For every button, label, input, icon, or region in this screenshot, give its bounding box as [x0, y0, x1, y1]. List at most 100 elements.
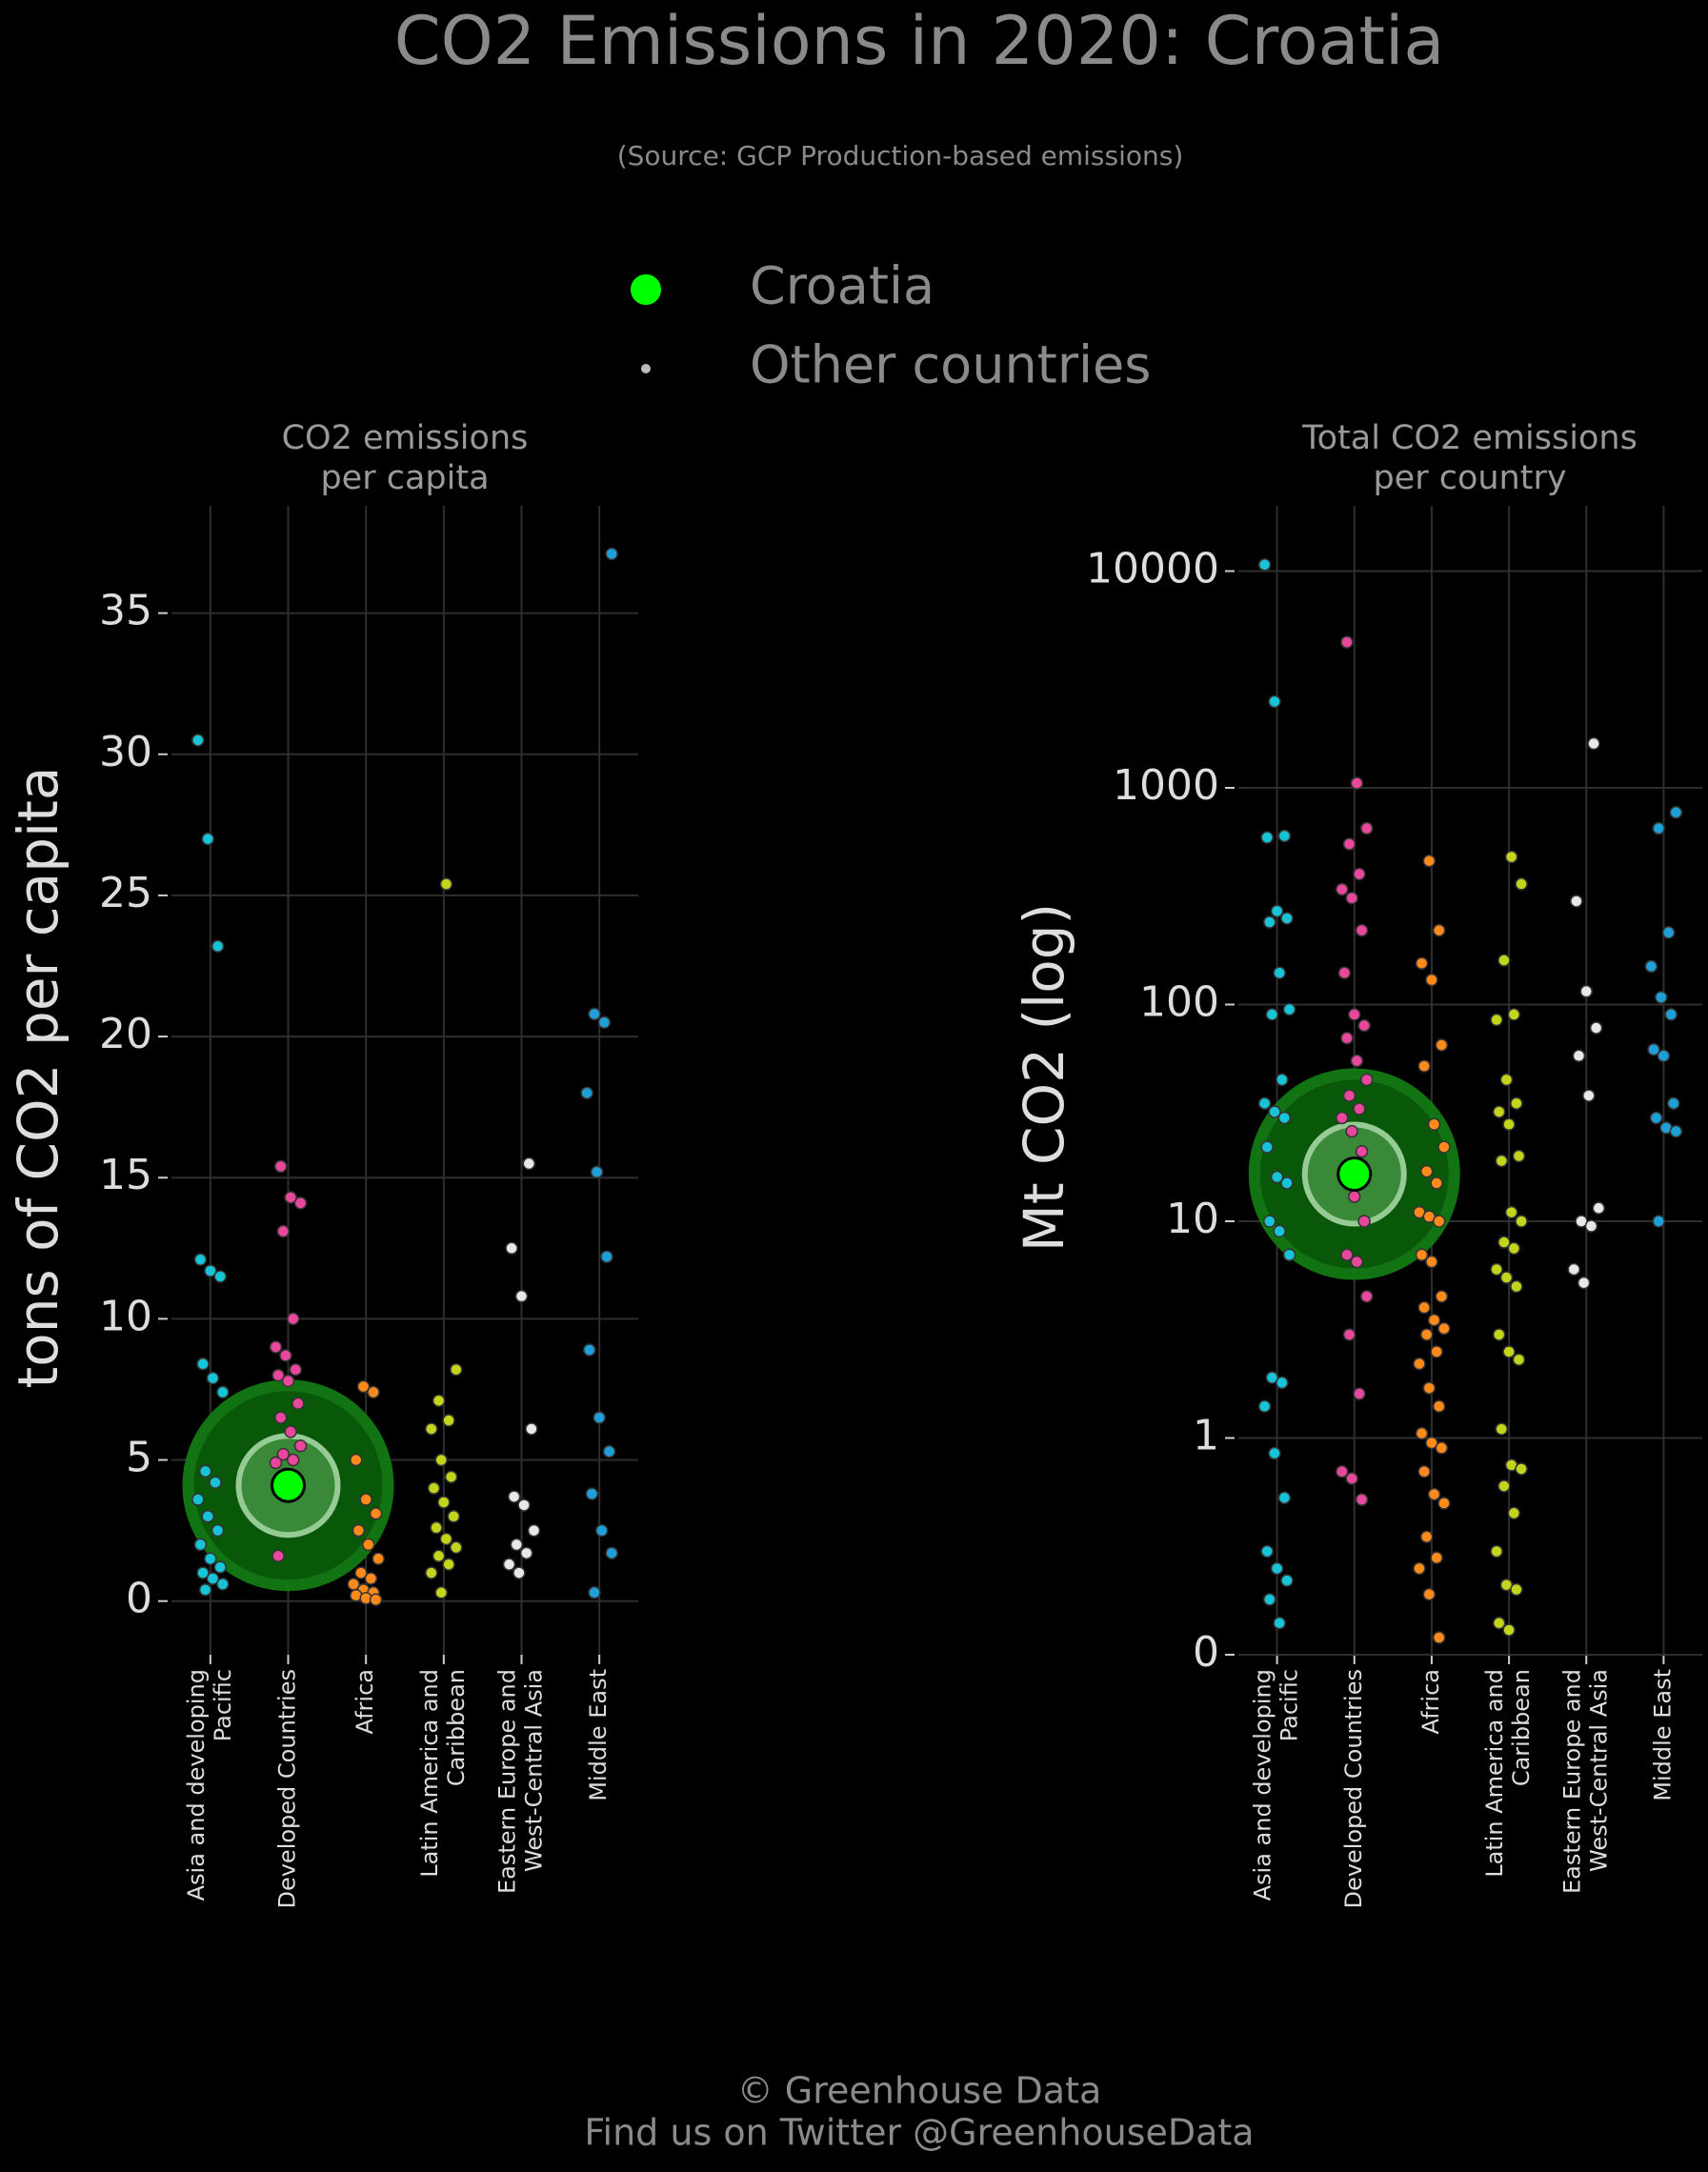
- data-point: [276, 1224, 291, 1238]
- data-point: [1277, 829, 1292, 843]
- data-point: [356, 1379, 371, 1394]
- data-point: [425, 1422, 438, 1436]
- data-point: [1355, 923, 1369, 937]
- data-point: [1263, 915, 1276, 929]
- data-point: [204, 1264, 217, 1277]
- data-point: [442, 1558, 455, 1571]
- data-point: [1273, 966, 1286, 979]
- data-point: [1669, 1124, 1683, 1138]
- y-axis-label: Mt CO2 (log): [1012, 903, 1076, 1252]
- data-point: [1492, 1328, 1506, 1341]
- y-tick-label: 35: [99, 587, 152, 635]
- data-point: [1350, 1255, 1364, 1269]
- y-tick-label: 10: [99, 1292, 152, 1340]
- data-point: [1657, 1049, 1671, 1063]
- data-point: [1270, 1170, 1284, 1184]
- data-point: [367, 1385, 380, 1399]
- data-point: [1572, 1049, 1586, 1063]
- data-point: [1340, 1248, 1354, 1261]
- subtitle: (Source: GCP Production-based emissions): [617, 140, 1184, 171]
- y-axis-label: tons of CO2 per capita: [6, 767, 70, 1389]
- data-point: [425, 1566, 438, 1579]
- data-point: [350, 1453, 363, 1467]
- data-point: [1257, 1399, 1272, 1414]
- footer: © Greenhouse Data: [737, 2070, 1102, 2112]
- data-point: [191, 734, 205, 747]
- data-point: [1260, 1544, 1274, 1559]
- data-point: [1355, 1493, 1369, 1506]
- data-point: [502, 1558, 516, 1571]
- data-point: [196, 1358, 210, 1371]
- data-point: [1435, 1441, 1449, 1455]
- data-point: [1587, 736, 1600, 751]
- data-point: [1282, 1002, 1296, 1016]
- data-point: [1437, 1321, 1451, 1336]
- data-point: [1342, 1089, 1356, 1102]
- data-point: [1644, 959, 1658, 974]
- data-point: [1276, 1073, 1289, 1087]
- data-point: [432, 1549, 446, 1563]
- data-point: [1582, 1089, 1596, 1102]
- data-point: [1257, 1096, 1272, 1110]
- data-point: [1419, 1164, 1434, 1178]
- data-point: [364, 1572, 378, 1585]
- data-point: [1268, 1105, 1281, 1118]
- data-point: [1413, 1357, 1426, 1371]
- data-point: [1353, 1387, 1366, 1400]
- data-point: [439, 877, 453, 891]
- data-point: [605, 1546, 618, 1560]
- data-point: [517, 1498, 531, 1512]
- data-point: [211, 1523, 225, 1538]
- data-point: [590, 1165, 604, 1179]
- data-point: [600, 1250, 613, 1263]
- data-point: [354, 1566, 368, 1579]
- legend-marker: [639, 362, 653, 375]
- data-point: [1430, 1551, 1443, 1565]
- data-point: [1504, 850, 1518, 864]
- data-point: [1419, 1530, 1434, 1543]
- data-point: [1265, 1008, 1279, 1021]
- data-point: [1270, 1561, 1284, 1576]
- data-point: [1277, 1111, 1292, 1125]
- y-tick-label: 5: [126, 1434, 152, 1482]
- data-point: [1415, 1248, 1429, 1261]
- data-point: [1340, 1031, 1354, 1045]
- highlight-point: [1336, 1156, 1373, 1193]
- data-point: [1579, 984, 1593, 998]
- data-point: [1577, 1276, 1591, 1290]
- data-point: [1592, 1201, 1605, 1215]
- x-tick-label: Middle East: [585, 1669, 612, 1801]
- data-point: [1345, 1124, 1358, 1138]
- data-point: [588, 1586, 601, 1599]
- data-point: [198, 1583, 212, 1597]
- data-point: [276, 1447, 291, 1461]
- data-point: [1495, 1422, 1509, 1436]
- data-point: [1337, 966, 1352, 979]
- data-point: [1437, 1497, 1451, 1510]
- data-point: [206, 1371, 220, 1385]
- data-point: [505, 1241, 518, 1256]
- data-point: [1427, 1313, 1441, 1327]
- data-point: [372, 1552, 385, 1566]
- data-point: [359, 1493, 372, 1506]
- x-tick-label: Latin America andCaribbean: [1481, 1669, 1535, 1878]
- x-tick-label: Middle East: [1649, 1669, 1676, 1801]
- data-point: [1490, 1262, 1503, 1277]
- data-point: [1425, 1255, 1438, 1269]
- data-point: [595, 1523, 609, 1538]
- data-point: [434, 1586, 448, 1599]
- y-tick-label: 1000: [1113, 761, 1219, 810]
- data-point: [585, 1487, 599, 1500]
- data-point: [1268, 694, 1281, 709]
- data-point: [447, 1510, 460, 1523]
- y-tick-label: 1: [1193, 1411, 1219, 1459]
- data-point: [1425, 973, 1438, 987]
- data-point: [1512, 1149, 1526, 1163]
- data-point: [522, 1156, 536, 1171]
- data-point: [1417, 1300, 1431, 1315]
- data-point: [1510, 1582, 1523, 1597]
- subplot-title: Total CO2 emissions per country: [1301, 419, 1638, 497]
- data-point: [1257, 558, 1272, 572]
- data-point: [1507, 1008, 1521, 1021]
- data-point: [362, 1538, 375, 1552]
